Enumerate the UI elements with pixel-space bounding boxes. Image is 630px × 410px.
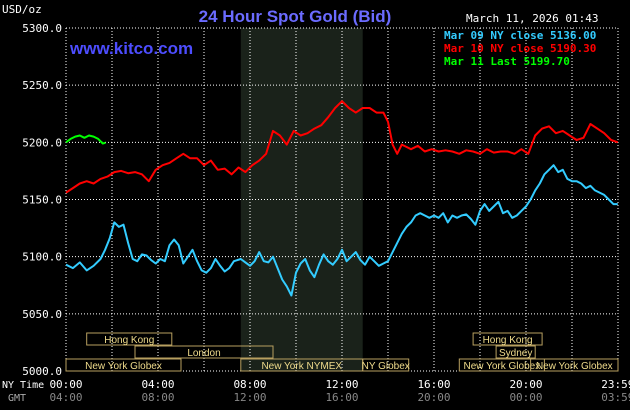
y-tick-label: 5050.0 xyxy=(22,308,62,321)
x-tick-label-ny: 12:00 xyxy=(325,378,358,391)
x-tick-label-gmt: 08:00 xyxy=(141,391,174,404)
y-axis-ticks: 5000.0 5050.0 5100.0 5150.0 5200.0 5250.0 5300… xyxy=(22,22,62,378)
ny-time-row-label: NY Time xyxy=(2,380,44,391)
x-tick-label-gmt: 03:59 xyxy=(601,391,630,404)
y-tick-label: 5150.0 xyxy=(22,194,62,207)
chart-grid xyxy=(65,27,619,372)
gmt-row-label: GMT xyxy=(8,393,26,404)
date-label: March 11, 2026 01:43 xyxy=(466,12,598,25)
legend: Mar 09 NY close 5136.00 Mar 10 NY close … xyxy=(444,29,596,68)
session-label: Hong Kong xyxy=(104,335,154,346)
session-box xyxy=(362,358,410,372)
session-label: Sydney xyxy=(499,348,532,359)
session-box xyxy=(458,358,545,372)
series-line-1 xyxy=(65,100,619,194)
session-label: London xyxy=(187,348,220,359)
legend-entry-mar10: Mar 10 NY close 5190.30 xyxy=(444,42,596,55)
session-label: Hong Kong xyxy=(483,335,533,346)
ny-session-shade xyxy=(240,28,363,371)
x-axis-ticks: 00:0004:0008:0012:0016:0020:0023:5904:00… xyxy=(49,378,630,404)
series-line-2 xyxy=(65,134,106,145)
session-box xyxy=(472,332,543,346)
legend-entry-mar09: Mar 09 NY close 5136.00 xyxy=(444,29,596,42)
session-box xyxy=(134,345,274,359)
x-tick-label-gmt: 04:00 xyxy=(49,391,82,404)
x-tick-label-ny: 04:00 xyxy=(141,378,174,391)
session-label: NY Globex xyxy=(362,361,410,372)
x-tick-label-gmt: 12:00 xyxy=(233,391,266,404)
session-label: New York Globex xyxy=(536,361,613,372)
chart-title: 24 Hour Spot Gold (Bid) xyxy=(199,7,392,26)
x-tick-label-gmt: 16:00 xyxy=(325,391,358,404)
series-line-0 xyxy=(65,164,618,297)
x-tick-label-ny: 00:00 xyxy=(49,378,82,391)
watermark: www.kitco.com xyxy=(69,39,193,58)
session-label: New York Globex xyxy=(463,361,540,372)
session-label: New York NYMEX xyxy=(261,361,342,372)
session-box xyxy=(495,345,536,359)
unit-label: USD/oz xyxy=(2,3,42,16)
x-tick-label-gmt: 00:00 xyxy=(509,391,542,404)
y-tick-label: 5300.0 xyxy=(22,22,62,35)
session-box xyxy=(65,358,182,372)
x-tick-label-ny: 23:59 xyxy=(601,378,630,391)
x-tick-label-gmt: 20:00 xyxy=(417,391,450,404)
legend-entry-mar11: Mar 11 Last 5199.70 xyxy=(444,55,570,68)
y-tick-label: 5250.0 xyxy=(22,79,62,92)
y-tick-label: 5000.0 xyxy=(22,365,62,378)
session-boxes: Hong Kong London New York Globex New York N… xyxy=(65,332,619,372)
session-box xyxy=(530,358,619,372)
y-tick-label: 5200.0 xyxy=(22,136,62,149)
x-tick-label-ny: 16:00 xyxy=(417,378,450,391)
session-box xyxy=(86,332,173,346)
session-label: New York Globex xyxy=(85,361,162,372)
x-tick-label-ny: 20:00 xyxy=(509,378,542,391)
series-lines xyxy=(65,100,619,297)
y-tick-label: 5100.0 xyxy=(22,251,62,264)
x-tick-label-ny: 08:00 xyxy=(233,378,266,391)
